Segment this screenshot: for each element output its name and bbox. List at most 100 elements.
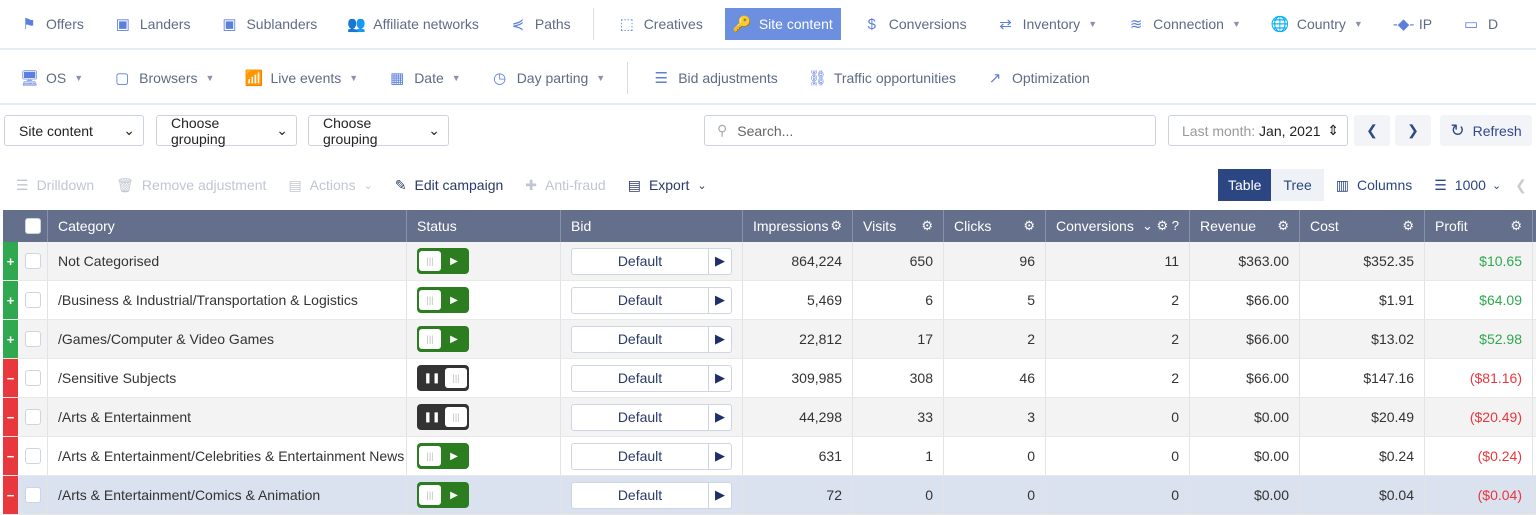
play-icon[interactable]: ▶ xyxy=(715,253,725,268)
play-icon[interactable]: ▶ xyxy=(715,331,725,346)
collapse-icon[interactable]: − xyxy=(3,398,18,436)
status-toggle[interactable]: ||| ❚❚ xyxy=(417,365,469,391)
search-input[interactable]: ⚲ Search... xyxy=(704,115,1156,146)
bid-value[interactable]: Default xyxy=(572,443,709,469)
expand-icon[interactable]: + xyxy=(3,281,18,319)
bid-value[interactable]: Default xyxy=(572,404,709,430)
tree-view-button[interactable]: Tree xyxy=(1271,169,1324,201)
column-header-visits[interactable]: Visits ⚙ xyxy=(853,210,944,242)
bid-control[interactable]: Default ▶ xyxy=(571,481,732,509)
gear-icon[interactable]: ⚙ xyxy=(1402,218,1414,233)
table-row[interactable]: − /Arts & Entertainment/Comics & Animatio… xyxy=(3,476,1536,515)
nav-item-affiliate-networks[interactable]: 👥 Affiliate networks xyxy=(339,8,487,40)
nav-item-optimization[interactable]: ↗ Optimization xyxy=(978,62,1098,94)
collapse-icon[interactable]: − xyxy=(3,476,18,514)
export-button[interactable]: ▤ Export ⌄ xyxy=(628,177,707,194)
play-icon[interactable]: ▶ xyxy=(715,370,725,385)
status-toggle[interactable]: ||| ▶ xyxy=(417,287,469,313)
column-header-impressions[interactable]: Impressions ⚙ xyxy=(743,210,853,242)
anti-fraud-button[interactable]: ✚ Anti-fraud xyxy=(525,177,605,194)
column-header-conversions[interactable]: Conversions ⌄ ⚙ ? xyxy=(1046,210,1190,242)
bid-value[interactable]: Default xyxy=(572,365,709,391)
collapse-icon[interactable]: − xyxy=(3,359,18,397)
select-all-checkbox[interactable] xyxy=(3,210,48,242)
nav-item-traffic-opportunities[interactable]: ⛓ Traffic opportunities xyxy=(800,62,964,94)
column-header-bid[interactable]: Bid xyxy=(561,210,743,242)
nav-item-paths[interactable]: ⋞ Paths xyxy=(501,8,579,40)
table-row[interactable]: − /Arts & Entertainment ||| ❚❚ Default ▶ 44,29… xyxy=(3,398,1536,437)
columns-button[interactable]: ▥ Columns xyxy=(1336,177,1412,194)
nav-item-country[interactable]: 🌐 Country ▼ xyxy=(1263,8,1371,40)
nav-item-d[interactable]: ▭ D xyxy=(1454,8,1506,40)
bid-control[interactable]: Default ▶ xyxy=(571,325,732,353)
gear-icon[interactable]: ⚙ xyxy=(1510,218,1522,233)
table-row[interactable]: + Not Categorised ||| ▶ Default ▶ 864,224 650 96… xyxy=(3,242,1536,281)
nav-item-os[interactable]: 🖥 OS ▼ xyxy=(12,62,91,94)
nav-item-conversions[interactable]: $ Conversions xyxy=(855,8,975,40)
nav-item-date[interactable]: ▦ Date ▼ xyxy=(380,62,469,94)
column-header-cost[interactable]: Cost ⚙ xyxy=(1300,210,1425,242)
nav-item-offers[interactable]: ⚑ Offers xyxy=(12,8,92,40)
refresh-button[interactable]: ↻ Refresh xyxy=(1440,115,1532,146)
nav-item-bid-adjustments[interactable]: ☰ Bid adjustments xyxy=(644,62,786,94)
table-row[interactable]: +/Games/Computer & Video Games ||| ▶ Defaul… xyxy=(3,320,1536,359)
drilldown-button[interactable]: ☰ Drilldown xyxy=(16,177,94,194)
nav-item-site-content[interactable]: 🔑 Site content xyxy=(724,8,841,40)
play-icon[interactable]: ▶ xyxy=(715,487,725,502)
gear-icon[interactable]: ⚙ xyxy=(1277,218,1289,233)
bid-value[interactable]: Default xyxy=(572,326,709,352)
status-toggle[interactable]: ||| ▶ xyxy=(417,326,469,352)
date-picker[interactable]: Last month: Jan, 2021 ⇕ xyxy=(1168,115,1348,146)
bid-control[interactable]: Default ▶ xyxy=(571,364,732,392)
play-icon[interactable]: ▶ xyxy=(715,448,725,463)
table-row[interactable]: − /Sensitive Subjects ||| ❚❚ Default ▶ 309,985… xyxy=(3,359,1536,398)
column-header-clicks[interactable]: Clicks ⚙ xyxy=(944,210,1046,242)
bid-control[interactable]: Default ▶ xyxy=(571,286,732,314)
collapse-icon[interactable]: − xyxy=(3,437,18,475)
nav-item-ip[interactable]: -◆- IP xyxy=(1385,8,1440,40)
next-period-button[interactable]: ❯ xyxy=(1395,115,1431,146)
row-checkbox[interactable] xyxy=(24,448,41,464)
gear-icon[interactable]: ⚙ xyxy=(830,218,842,233)
expand-icon[interactable]: + xyxy=(3,320,18,358)
status-toggle[interactable]: ||| ▶ xyxy=(417,443,469,469)
status-toggle[interactable]: ||| ▶ xyxy=(417,482,469,508)
bid-control[interactable]: Default ▶ xyxy=(571,403,732,431)
nav-item-connection[interactable]: ≋ Connection ▼ xyxy=(1119,8,1249,40)
row-checkbox[interactable] xyxy=(24,292,41,308)
nav-item-live-events[interactable]: 📶 Live events ▼ xyxy=(236,62,366,94)
bid-value[interactable]: Default xyxy=(572,248,709,274)
row-checkbox[interactable] xyxy=(24,487,41,503)
row-checkbox[interactable] xyxy=(24,370,41,386)
row-checkbox[interactable] xyxy=(24,253,41,269)
nav-item-creatives[interactable]: ⬚ Creatives xyxy=(610,8,711,40)
status-toggle[interactable]: ||| ❚❚ xyxy=(417,404,469,430)
column-header-revenue[interactable]: Revenue ⚙ xyxy=(1190,210,1300,242)
column-header-profit[interactable]: Profit ⚙ xyxy=(1425,210,1533,242)
remove-adjustment-button[interactable]: 🗑 Remove adjustment xyxy=(116,177,266,194)
expand-icon[interactable]: + xyxy=(3,242,18,280)
actions-button[interactable]: ▤ Actions ⌄ xyxy=(288,177,372,194)
page-size-select[interactable]: ☰ 1000 ⌄ xyxy=(1434,177,1501,194)
prev-period-button[interactable]: ❮ xyxy=(1354,115,1390,146)
checkbox[interactable] xyxy=(25,218,41,234)
nav-item-day-parting[interactable]: ◷ Day parting ▼ xyxy=(483,62,614,94)
nav-item-landers[interactable]: ▣ Landers xyxy=(106,8,199,40)
grouping-select-1[interactable]: Choose grouping ⌄ xyxy=(156,115,297,147)
column-header-category[interactable]: Category xyxy=(48,210,407,242)
table-row[interactable]: − /Arts & Entertainment/Celebrities & Ent… xyxy=(3,437,1536,476)
grouping-select-2[interactable]: Choose grouping ⌄ xyxy=(308,115,449,147)
edit-campaign-button[interactable]: ✎ Edit campaign xyxy=(395,177,503,194)
play-icon[interactable]: ▶ xyxy=(715,292,725,307)
table-row[interactable]: + /Business & Industrial/Transportation &… xyxy=(3,281,1536,320)
nav-item-sublanders[interactable]: ▣ Sublanders xyxy=(212,8,325,40)
type-select[interactable]: Site content ⌄ xyxy=(4,115,144,146)
bid-value[interactable]: Default xyxy=(572,482,709,508)
bid-control[interactable]: Default ▶ xyxy=(571,442,732,470)
status-toggle[interactable]: ||| ▶ xyxy=(417,248,469,274)
column-header-status[interactable]: Status xyxy=(407,210,561,242)
gear-icon[interactable]: ⚙ xyxy=(921,218,933,233)
bid-value[interactable]: Default xyxy=(572,287,709,313)
row-checkbox[interactable] xyxy=(24,331,41,347)
play-icon[interactable]: ▶ xyxy=(715,409,725,424)
